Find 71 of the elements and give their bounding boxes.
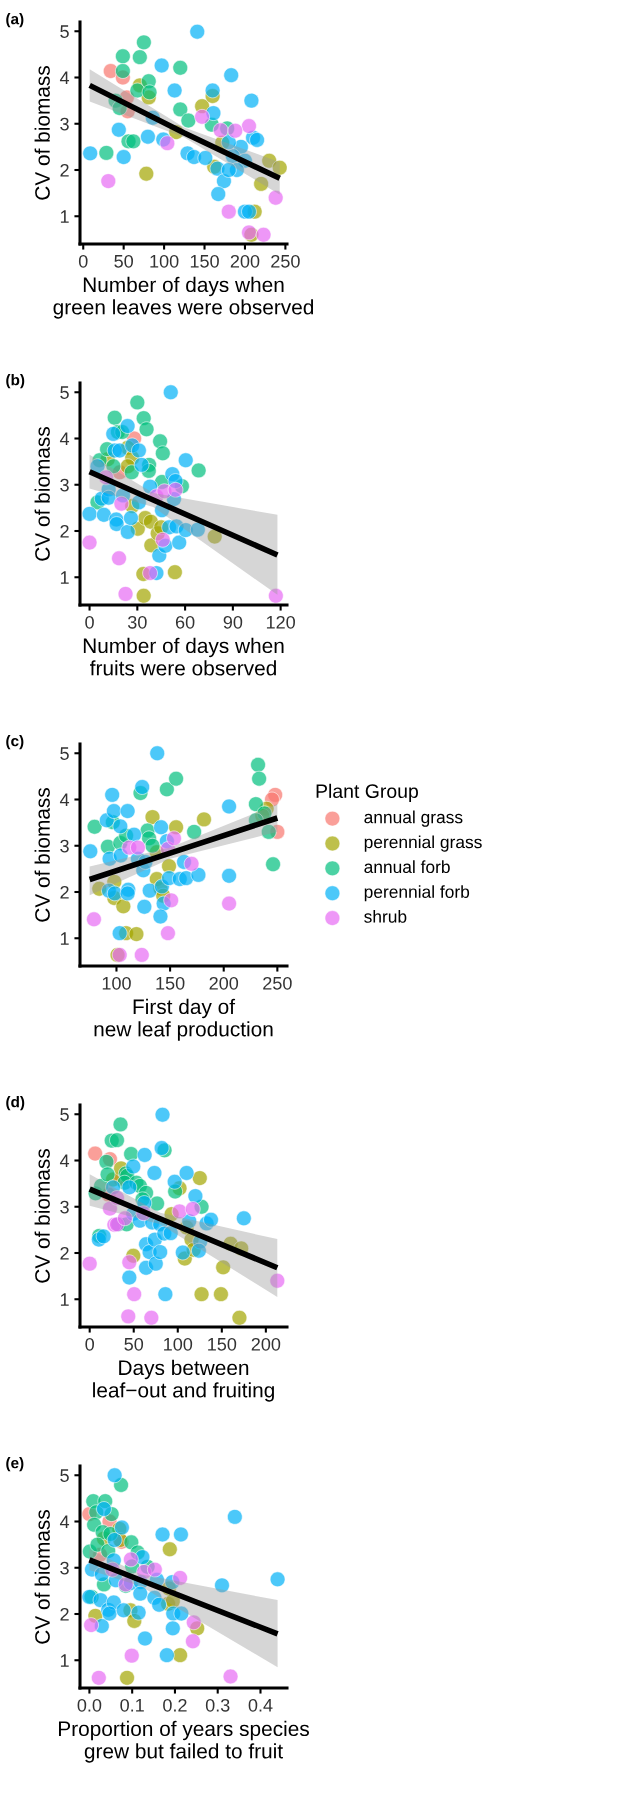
legend-label: perennial grass [364, 835, 482, 852]
x-tick-label: 50 [114, 254, 133, 268]
x-tick-label: 30 [127, 615, 147, 629]
x-tick-label: 0.4 [248, 1698, 273, 1712]
y-tick-label: 1 [60, 932, 69, 945]
y-tick-label: 3 [60, 117, 69, 131]
x-tick-label: 60 [175, 615, 195, 629]
x-tick-label: 150 [208, 1337, 237, 1351]
y-tick-label: 2 [60, 1607, 69, 1621]
y-tick-label: 4 [59, 1515, 70, 1529]
x-tick-label: 50 [124, 1337, 144, 1351]
y-tick-label: 2 [60, 1246, 69, 1260]
x-axis-title: Number of days when green leaves were observed [53, 276, 314, 319]
x-tick-label: 120 [266, 615, 295, 629]
x-tick-label: 0 [85, 1337, 94, 1351]
y-tick-label: 4 [59, 1154, 70, 1168]
chart-title: (a) [6, 13, 24, 28]
y-tick-label: 2 [60, 885, 69, 899]
legend-label: annual grass [364, 810, 463, 827]
y-tick-label: 5 [60, 747, 69, 760]
x-axis-title: Days between leaf−out and fruiting [93, 1359, 274, 1402]
y-tick-label: 1 [60, 1293, 69, 1306]
legend-label: perennial forb [364, 885, 470, 902]
x-axis-title: Number of days when fruits were observed [83, 637, 284, 676]
x-tick-label: 0.1 [120, 1698, 144, 1712]
y-axis-title: CV of biomass [34, 788, 50, 922]
y-tick-label: 5 [60, 1108, 69, 1121]
x-tick-label: 200 [230, 254, 260, 268]
y-tick-label: 3 [60, 478, 69, 492]
y-tick-label: 2 [60, 163, 69, 177]
x-tick-label: 150 [190, 254, 219, 268]
x-tick-label: 0.0 [77, 1698, 102, 1712]
y-tick-label: 4 [59, 71, 70, 85]
x-tick-label: 150 [156, 976, 185, 990]
y-tick-label: 1 [60, 571, 69, 584]
x-tick-label: 200 [251, 1337, 281, 1351]
y-tick-label: 4 [59, 793, 70, 807]
y-axis-title: CV of biomass [34, 427, 50, 561]
y-tick-label: 5 [60, 386, 69, 399]
y-tick-label: 2 [60, 524, 69, 538]
chart-title: (c) [6, 735, 24, 750]
chart-title: (e) [6, 1457, 24, 1472]
chart-title: (d) [6, 1096, 25, 1111]
y-tick-label: 1 [60, 210, 69, 223]
x-tick-label: 200 [209, 976, 239, 990]
x-tick-label: 250 [263, 976, 292, 990]
x-tick-label: 100 [150, 254, 179, 268]
y-tick-label: 5 [60, 25, 69, 38]
x-tick-label: 100 [164, 1337, 193, 1351]
legend-title: Plant Group [316, 783, 418, 802]
y-axis-title: CV of biomass [34, 1149, 50, 1283]
y-tick-label: 3 [60, 1561, 69, 1575]
x-axis-title: Proportion of years species grew but failed to fruit [59, 1720, 309, 1763]
x-tick-label: 0 [78, 254, 88, 268]
y-axis-title: CV of biomass [34, 66, 50, 200]
x-tick-label: 0.3 [205, 1698, 230, 1712]
x-axis-title: First day of new leaf production [94, 998, 273, 1041]
y-tick-label: 1 [60, 1654, 69, 1667]
x-tick-label: 100 [102, 976, 131, 990]
y-tick-label: 5 [60, 1469, 69, 1482]
y-tick-label: 3 [60, 1200, 69, 1214]
y-tick-label: 3 [60, 839, 69, 853]
x-tick-label: 250 [271, 254, 300, 268]
y-tick-label: 4 [59, 432, 70, 446]
legend-label: annual forb [364, 860, 450, 874]
legend-label: shrub [364, 910, 407, 923]
chart-title: (b) [6, 374, 25, 389]
x-tick-label: 90 [223, 615, 243, 629]
x-tick-label: 0 [85, 615, 94, 629]
x-tick-label: 0.2 [163, 1698, 187, 1712]
y-axis-title: CV of biomass [34, 1510, 50, 1644]
